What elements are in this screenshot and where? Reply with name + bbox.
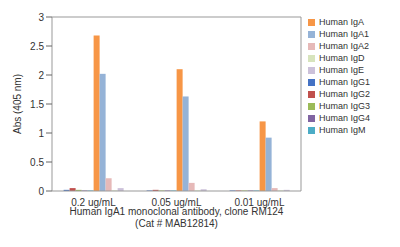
svg-text:0.2 ug/mL: 0.2 ug/mL bbox=[71, 197, 116, 208]
svg-text:3: 3 bbox=[38, 12, 44, 23]
svg-text:Abs (405 nm): Abs (405 nm) bbox=[12, 74, 23, 134]
html-text:Human IgA: Human IgA bbox=[319, 17, 364, 27]
svg-text:1: 1 bbox=[38, 128, 44, 139]
html-text:Human IgG4: Human IgG4 bbox=[319, 113, 370, 123]
svg-text:0.5: 0.5 bbox=[30, 157, 44, 168]
html-text:Human IgA2: Human IgA2 bbox=[319, 41, 369, 51]
svg-text:0: 0 bbox=[38, 186, 44, 197]
html-text:Human IgD: Human IgD bbox=[319, 53, 365, 63]
html-text:Human IgG2: Human IgG2 bbox=[319, 89, 370, 99]
html-text:Human IgM: Human IgM bbox=[319, 125, 366, 135]
html-text:Human IgG1: Human IgG1 bbox=[319, 77, 370, 87]
html-text:Human IgG3: Human IgG3 bbox=[319, 101, 370, 111]
svg-text:1.5: 1.5 bbox=[30, 99, 44, 110]
svg-text:0.01 ug/mL: 0.01 ug/mL bbox=[234, 197, 284, 208]
svg-text:2: 2 bbox=[38, 70, 44, 81]
svg-text:Human IgA1 monoclonal antibody: Human IgA1 monoclonal antibody, clone RM… bbox=[70, 206, 284, 229]
html-text:Human IgA1: Human IgA1 bbox=[319, 29, 369, 39]
html-text:Human IgE: Human IgE bbox=[319, 65, 364, 75]
svg-text:2.5: 2.5 bbox=[30, 41, 44, 52]
svg-text:0.05 ug/mL: 0.05 ug/mL bbox=[151, 197, 201, 208]
